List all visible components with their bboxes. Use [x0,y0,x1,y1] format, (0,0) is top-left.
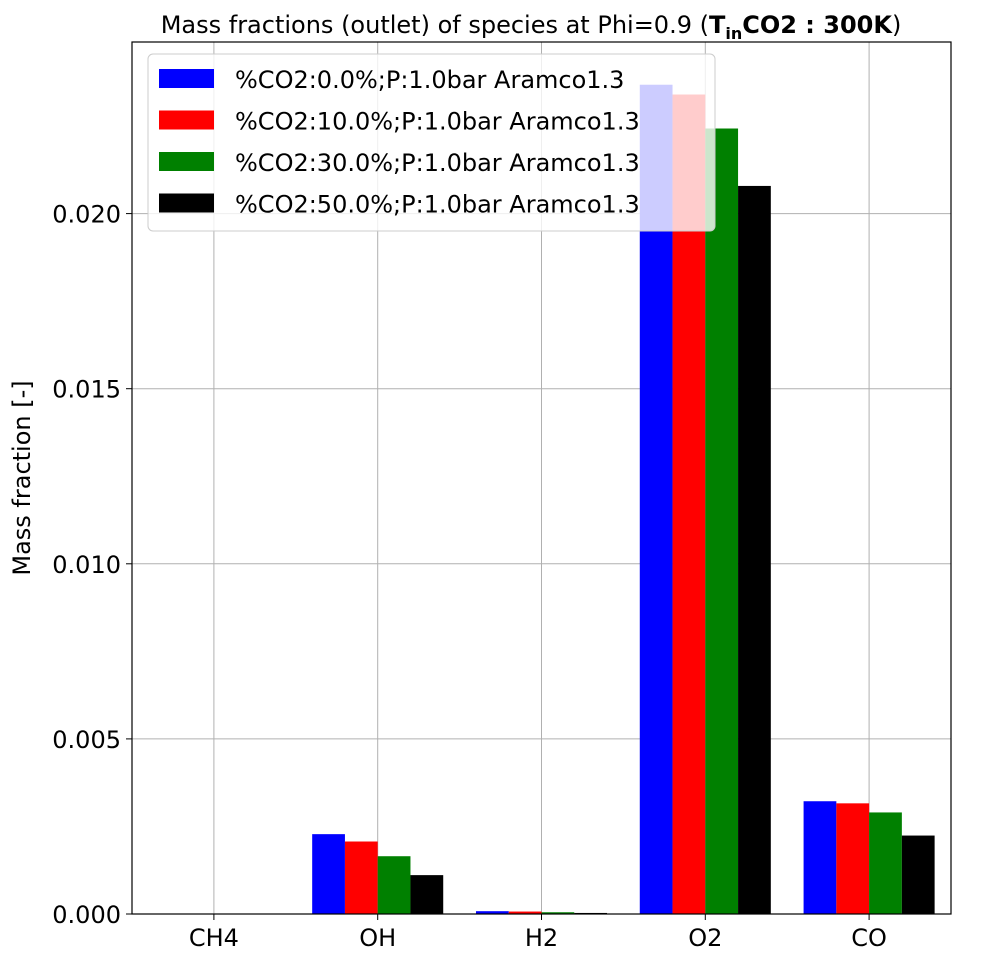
y-tick-label: 0.020 [52,201,121,229]
x-tick-label: OH [359,924,396,952]
bar [312,834,345,914]
legend-label: %CO2:30.0%;P:1.0bar Aramco1.3 [235,149,640,177]
y-tick-label: 0.005 [52,726,121,754]
legend-label: %CO2:0.0%;P:1.0bar Aramco1.3 [235,66,624,94]
chart-title-t: T [709,11,726,39]
y-tick-label: 0.000 [52,901,121,929]
chart-title-main: Mass fractions (outlet) of species at Ph… [161,11,709,39]
legend-swatch [159,110,214,130]
bar [475,911,509,914]
bar [705,128,739,914]
bar [803,801,837,914]
bar [836,803,870,914]
bar [410,875,444,914]
legend-swatch [159,193,214,213]
bar [738,185,771,915]
legend-label: %CO2:10.0%;P:1.0bar Aramco1.3 [235,108,640,136]
x-tick-label: O2 [688,924,722,952]
legend-box [147,53,716,232]
chart-title-close: ) [892,11,901,39]
bar [901,835,935,914]
bar [344,841,378,914]
chart-title: Mass fractions (outlet) of species at Ph… [161,11,902,43]
bar [869,812,902,914]
y-tick-label: 0.010 [52,551,121,579]
chart-title-subscript: in [725,24,742,43]
legend-label: %CO2:50.0%;P:1.0bar Aramco1.3 [235,191,640,219]
chart-title-rest: CO2 : 300K [742,11,893,39]
y-tick-label: 0.015 [52,376,121,404]
y-axis-label: Mass fraction [-] [8,380,36,575]
ticks-layer: CH4 OH H2 O2 CO 0.000 0.005 0.010 0.015 0.020 [52,201,887,952]
bar [377,856,411,914]
x-tick-label: H2 [525,924,558,952]
legend: %CO2:0.0%;P:1.0bar Aramco1.3 %CO2:10.0%;P… [147,53,716,232]
bar [508,911,542,914]
x-tick-label: CO [851,924,887,952]
x-tick-label: CH4 [189,924,239,952]
legend-swatch [159,69,214,88]
legend-swatch [159,152,214,171]
bar [541,912,575,914]
